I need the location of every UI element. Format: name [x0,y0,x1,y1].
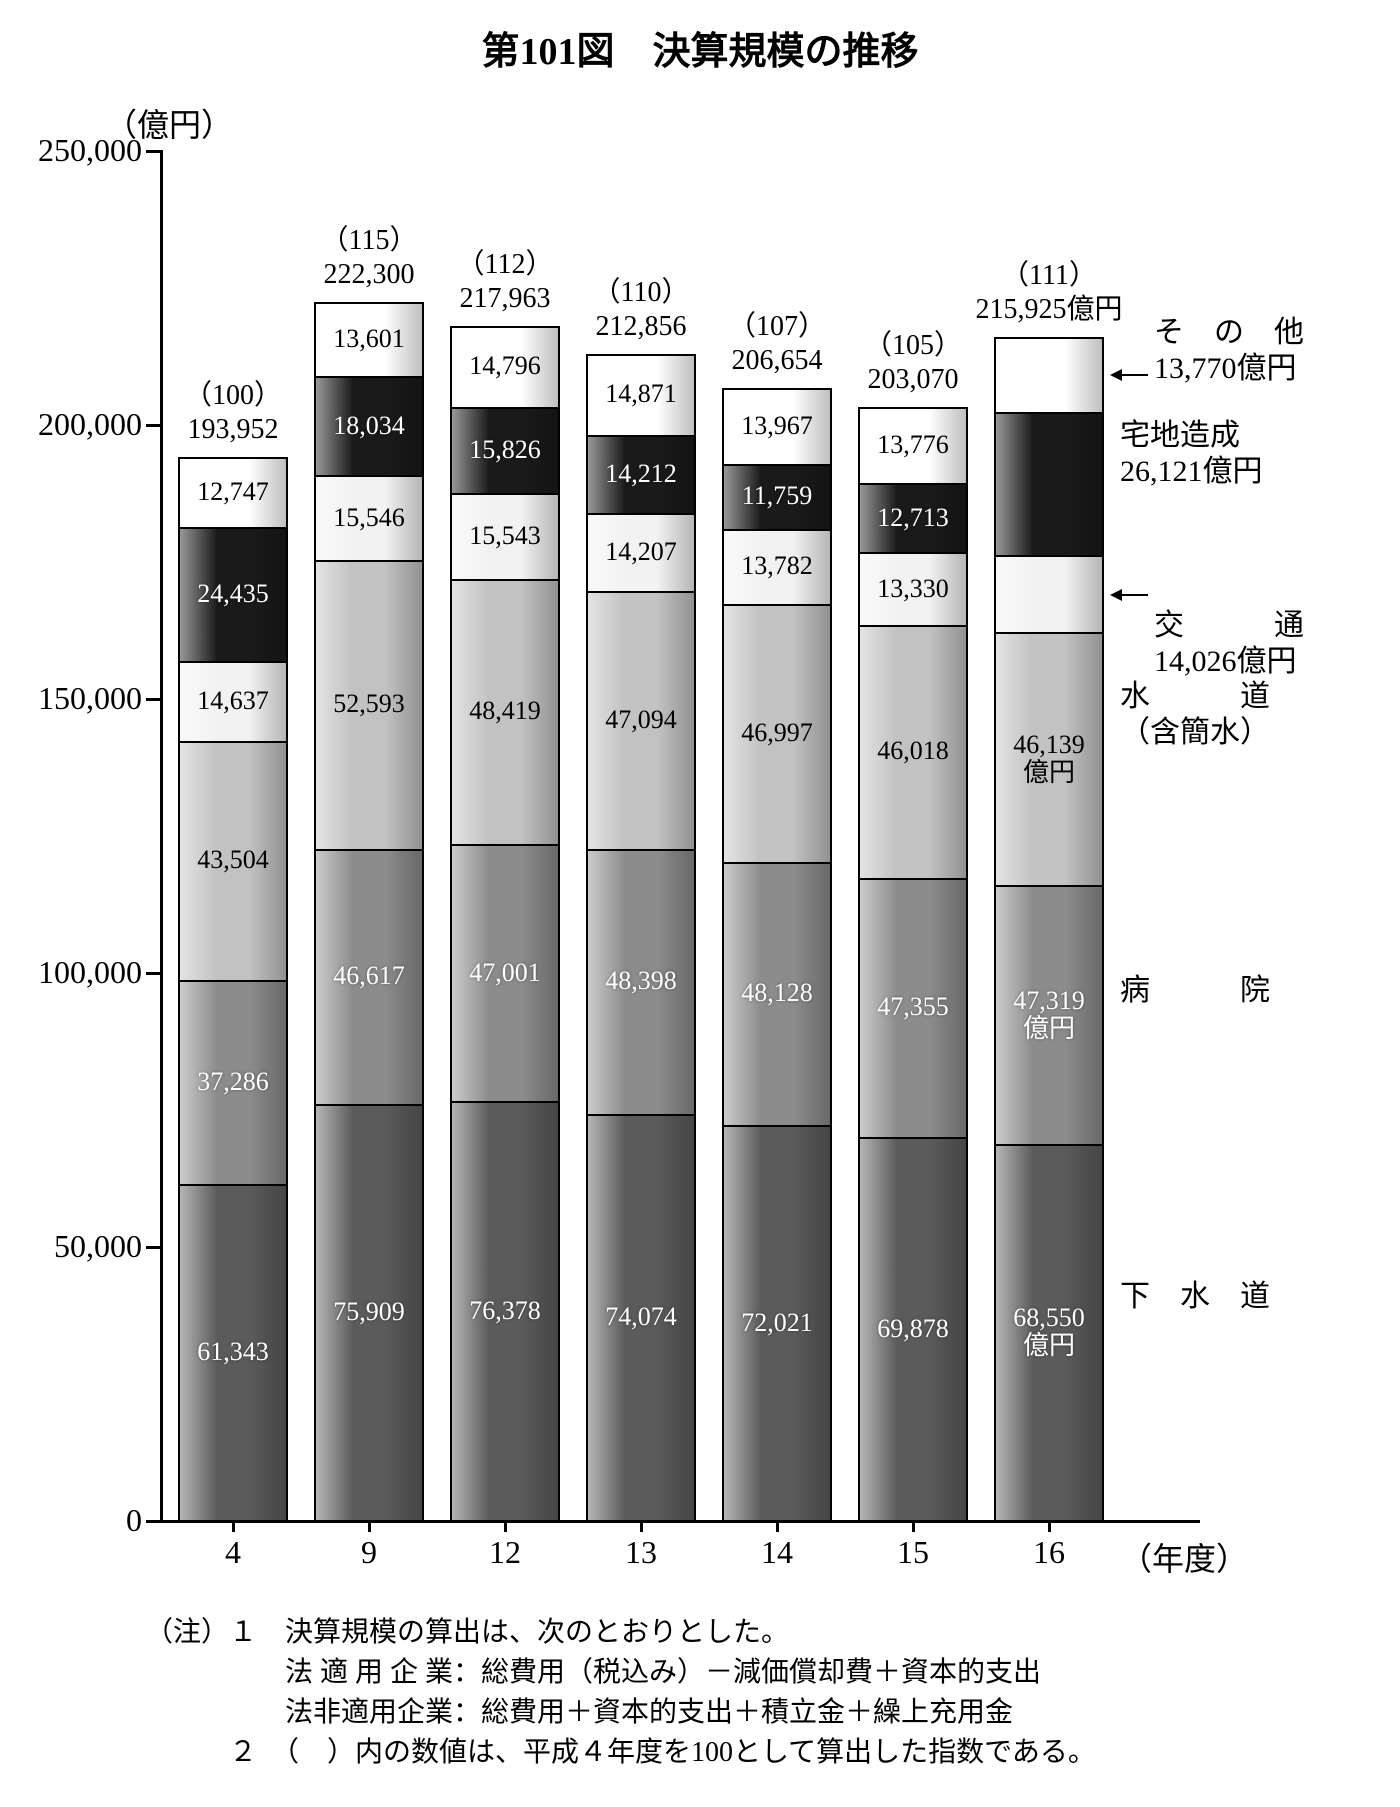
segment-value-label: 48,128 [722,979,832,1007]
bar-top-label: （115） 222,300 [294,224,444,292]
x-tick-label: 12 [450,1534,560,1571]
segment-value-label: 46,997 [722,719,832,747]
segment-value-label: 12,747 [178,478,288,506]
y-tick-label: 150,000 [0,680,142,717]
y-tick-mark [146,1246,160,1249]
segment-value-label: 46,617 [314,962,424,990]
segment-value-label: 48,398 [586,967,696,995]
segment-value-label: 12,713 [858,504,968,532]
y-tick-label: 200,000 [0,406,142,443]
segment-value-label: 13,782 [722,552,832,580]
segment-value-label: 15,546 [314,504,424,532]
y-tick-mark [146,698,160,701]
segment-value-label: 14,871 [586,380,696,408]
y-axis-line [160,150,163,1520]
bar-top-label: （100） 193,952 [158,379,308,447]
category-label-byoin: 病 院 [1120,973,1270,1009]
segment-value-label: 68,550 億円 [994,1304,1104,1360]
segment-value-label: 47,319 億円 [994,987,1104,1043]
segment-value-label: 48,419 [450,697,560,725]
segment-value-label: 14,637 [178,687,288,715]
category-label-suido: 水 道 （含簡水） [1120,679,1270,751]
x-tick-mark [640,1520,643,1532]
x-tick-mark [504,1520,507,1532]
x-tick-mark [776,1520,779,1532]
segment-value-label: 52,593 [314,690,424,718]
x-tick-label: 9 [314,1534,424,1571]
segment-value-label: 13,601 [314,325,424,353]
segment-value-label: 14,207 [586,538,696,566]
segment-value-label: 76,378 [450,1297,560,1325]
y-tick-label: 0 [0,1502,142,1539]
bar-segment-sonota [994,337,1104,414]
footnote-line: 法 適 用 企 業：総費用（税込み）－減価償却費＋資本的支出 [145,1650,1041,1690]
x-tick-label: 13 [586,1534,696,1571]
segment-value-label: 75,909 [314,1298,424,1326]
bar-top-label: （111） 215,925億円 [974,259,1124,327]
y-tick-mark [146,972,160,975]
segment-value-label: 47,001 [450,959,560,987]
segment-value-label: 47,355 [858,993,968,1021]
category-label-sonota: そ の 他 13,770億円 [1154,315,1304,387]
segment-value-label: 47,094 [586,706,696,734]
bar-top-label: （107） 206,654 [702,310,852,378]
segment-value-label: 11,759 [722,482,832,510]
x-tick-mark [368,1520,371,1532]
y-tick-mark [146,150,160,153]
footnote-line: ２ （ ）内の数値は、平成４年度を100として算出した指数である。 [145,1730,1096,1770]
segment-value-label: 46,018 [858,737,968,765]
x-tick-label: 4 [178,1534,288,1571]
footnote-line: 法非適用企業：総費用＋資本的支出＋積立金＋繰上充用金 [145,1690,1013,1730]
category-label-gesui: 下 水 道 [1120,1279,1270,1315]
chart-title: 第101図 決算規模の推移 [0,20,1400,75]
y-tick-label: 100,000 [0,954,142,991]
x-tick-mark [232,1520,235,1532]
y-tick-label: 50,000 [0,1228,142,1265]
segment-value-label: 14,796 [450,352,560,380]
category-arrow [1120,594,1148,596]
bar-top-label: （112） 217,963 [430,248,580,316]
segment-value-label: 13,967 [722,412,832,440]
bar-top-label: （105） 203,070 [838,329,988,397]
y-tick-label: 250,000 [0,132,142,169]
bar-top-label: （110） 212,856 [566,276,716,344]
segment-value-label: 61,343 [178,1338,288,1366]
x-axis-unit: （年度） [1120,1534,1248,1580]
bar-segment-takuchi [994,412,1104,557]
category-label-takuchi: 宅地造成 26,121億円 [1120,418,1263,490]
segment-value-label: 13,776 [858,431,968,459]
segment-value-label: 37,286 [178,1068,288,1096]
segment-value-label: 14,212 [586,460,696,488]
segment-value-label: 72,021 [722,1309,832,1337]
footnote-line: （注）１ 決算規模の算出は、次のとおりとした。 [145,1610,789,1650]
x-tick-label: 16 [994,1534,1104,1571]
x-tick-mark [912,1520,915,1532]
segment-value-label: 15,543 [450,522,560,550]
y-tick-mark [146,1520,160,1523]
x-tick-label: 14 [722,1534,832,1571]
bar-segment-kotsu [994,555,1104,634]
segment-value-label: 46,139 億円 [994,731,1104,787]
x-tick-label: 15 [858,1534,968,1571]
segment-value-label: 18,034 [314,412,424,440]
x-tick-mark [1048,1520,1051,1532]
segment-value-label: 13,330 [858,575,968,603]
segment-value-label: 43,504 [178,846,288,874]
category-label-kotsu: 交 通 14,026億円 [1154,608,1304,680]
segment-value-label: 74,074 [586,1303,696,1331]
segment-value-label: 69,878 [858,1315,968,1343]
segment-value-label: 24,435 [178,580,288,608]
segment-value-label: 15,826 [450,436,560,464]
category-arrow [1120,374,1148,376]
